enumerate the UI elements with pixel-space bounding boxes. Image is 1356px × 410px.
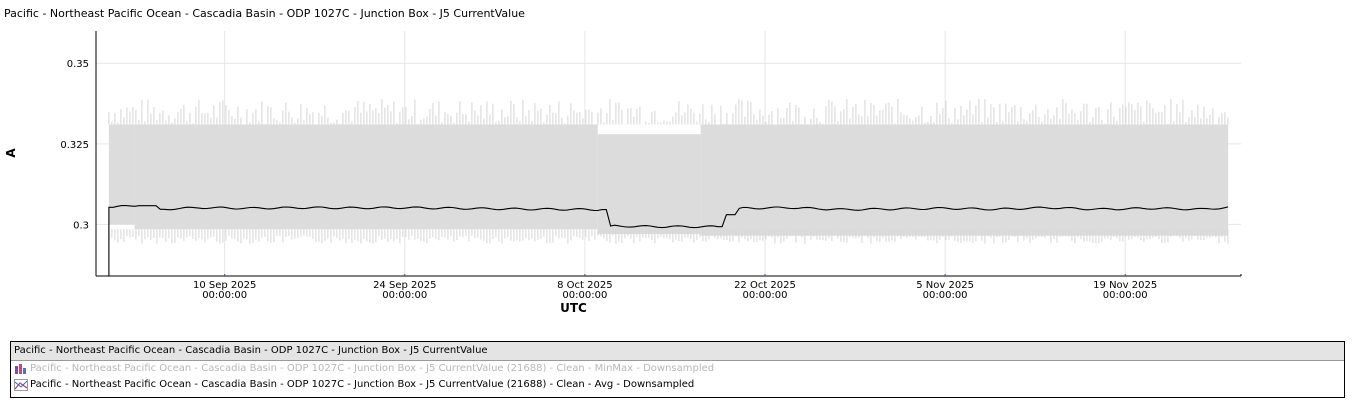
x-tick-time-label: 00:00:00: [382, 290, 427, 301]
minmax-band: [108, 98, 1229, 244]
chart-title: Pacific - Northeast Pacific Ocean - Casc…: [4, 7, 525, 20]
x-tick-time-label: 00:00:00: [923, 290, 968, 301]
line-series-icon: [14, 379, 28, 391]
y-axis-label: A: [4, 148, 18, 158]
x-tick-time-label: 00:00:00: [202, 290, 247, 301]
minmax-band-segment: [597, 134, 701, 235]
y-tick-label: 0.35: [67, 59, 89, 70]
minmax-bars-icon: [15, 364, 26, 374]
x-tick-time-label: 00:00:00: [562, 290, 607, 301]
x-tick-label: 24 Sep 2025: [373, 280, 436, 291]
x-tick-label: 22 Oct 2025: [734, 280, 796, 291]
minmax-band-segment: [108, 124, 135, 225]
x-tick-label: 8 Oct 2025: [557, 280, 612, 291]
y-tick-label: 0.325: [60, 140, 89, 151]
avg-series-line: [108, 205, 1229, 276]
legend-item-minmax[interactable]: Pacific - Northeast Pacific Ocean - Casc…: [11, 361, 1344, 377]
y-tick-label: 0.3: [73, 220, 89, 231]
legend-item-avg[interactable]: Pacific - Northeast Pacific Ocean - Casc…: [11, 377, 1344, 393]
x-tick-label: 10 Sep 2025: [193, 280, 256, 291]
x-axis-label: UTC: [560, 301, 587, 315]
legend: Pacific - Northeast Pacific Ocean - Casc…: [10, 341, 1345, 398]
minmax-band-spikes: [108, 98, 1229, 244]
x-tick-label: 5 Nov 2025: [916, 280, 974, 291]
x-tick-time-label: 00:00:00: [1103, 290, 1148, 301]
legend-item-label: Pacific - Northeast Pacific Ocean - Casc…: [30, 363, 715, 374]
x-tick-time-label: 00:00:00: [743, 290, 788, 301]
legend-item-label: Pacific - Northeast Pacific Ocean - Casc…: [30, 379, 695, 390]
avg-line-layer: [108, 205, 1229, 276]
minmax-band-segment: [700, 124, 1229, 236]
minmax-band-segment: [134, 124, 598, 230]
x-tick-label: 19 Nov 2025: [1093, 280, 1157, 291]
legend-header: Pacific - Northeast Pacific Ocean - Casc…: [11, 342, 1344, 361]
